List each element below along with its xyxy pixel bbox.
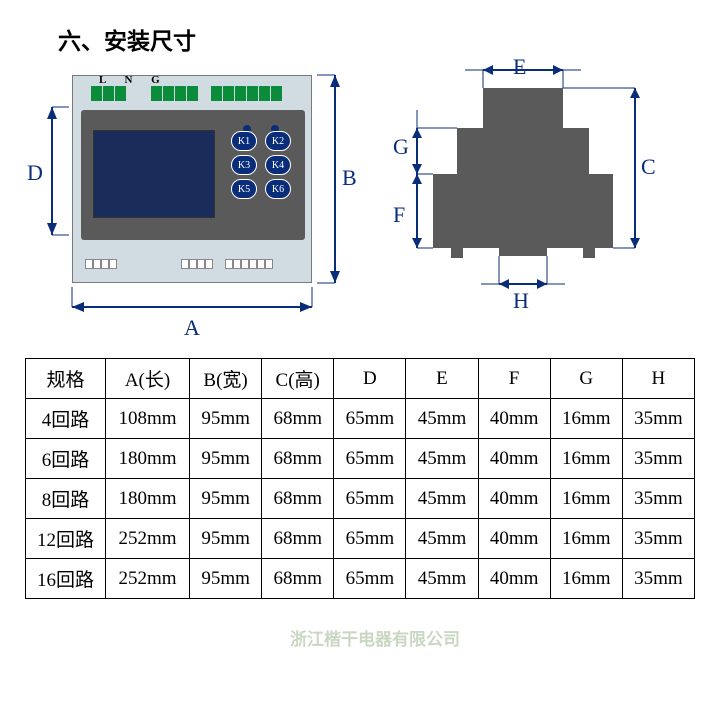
header-cell: F [478,359,550,399]
front-view-diagram: L N G K1K2 K3K4 K5K6 D [72,65,317,310]
dim-d-label: D [27,160,43,186]
table-row: 8回路180mm95mm68mm65mm45mm40mm16mm35mm [26,479,695,519]
dim-f-label: F [393,202,405,228]
dim-e-label: E [513,54,526,80]
table-row: 4回路108mm95mm68mm65mm45mm40mm16mm35mm [26,399,695,439]
button-k5: K5 [231,179,257,199]
side-profile [395,48,655,318]
side-view-diagram: E G F C H [395,48,655,318]
table-row: 16回路252mm95mm68mm65mm45mm40mm16mm35mm [26,559,695,599]
dim-b-label: B [342,165,357,191]
header-cell: C(高) [262,359,334,399]
header-cell: H [622,359,694,399]
device-body: L N G K1 K2 K3 K4 K5 K6 [72,75,312,283]
section-title: 六、安装尺寸 [58,22,196,56]
spec-table: 规格 A(长) B(宽) C(高) D E F G H 4回路108mm95mm… [25,358,695,599]
lng-label: L N G [99,74,168,86]
dim-a-label: A [184,315,200,341]
button-k6: K6 [265,179,291,199]
watermark-text: 浙江楷干电器有限公司 [290,625,460,650]
button-k3: K3 [231,155,257,175]
header-cell: E [406,359,478,399]
display-screen [93,130,215,218]
button-k1: K1 [231,131,257,151]
table-row: 6回路180mm95mm68mm65mm45mm40mm16mm35mm [26,439,695,479]
header-cell: G [550,359,622,399]
terminal-group-1 [91,86,127,106]
terminal-group-3 [211,86,283,106]
button-k4: K4 [265,155,291,175]
dim-c-label: C [641,154,656,180]
table-row: 12回路252mm95mm68mm65mm45mm40mm16mm35mm [26,519,695,559]
header-cell: A(长) [106,359,190,399]
terminal-group-2 [151,86,199,106]
button-k2: K2 [265,131,291,151]
dim-h-label: H [513,288,529,314]
button-grid: K1 K2 K3 K4 K5 K6 [231,131,299,203]
header-cell: D [334,359,406,399]
header-cell: 规格 [26,359,106,399]
table-header-row: 规格 A(长) B(宽) C(高) D E F G H [26,359,695,399]
header-cell: B(宽) [190,359,262,399]
bottom-ports [85,256,301,276]
dim-g-label: G [393,134,409,160]
